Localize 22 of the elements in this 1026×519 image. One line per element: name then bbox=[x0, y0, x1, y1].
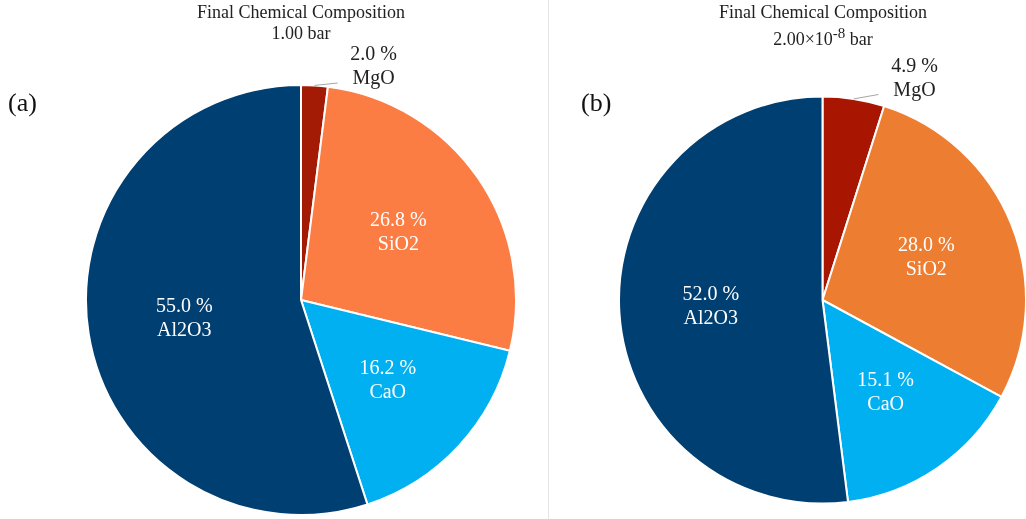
chart-title: Final Chemical Composition bbox=[719, 2, 927, 23]
data-label: 55.0 % bbox=[155, 293, 213, 316]
data-label: 26.8 % bbox=[370, 208, 427, 231]
slice-label: SiO2 bbox=[905, 257, 947, 280]
slice-label: MgO bbox=[893, 77, 936, 101]
slice-label: CaO bbox=[369, 379, 407, 402]
slice-label: Al2O3 bbox=[156, 317, 212, 340]
slice-label: CaO bbox=[867, 391, 905, 414]
slice-label: Al2O3 bbox=[683, 306, 739, 329]
text: (a) bbox=[8, 88, 37, 118]
slice-label: SiO2 bbox=[377, 232, 419, 255]
data-label: 28.0 % bbox=[897, 233, 955, 256]
chart-subtitle: 2.00×10$^{-8}$ bar bbox=[772, 24, 874, 50]
data-label: 16.2 % bbox=[359, 355, 417, 378]
data-label: 15.1 % bbox=[857, 367, 915, 390]
text: (b) bbox=[581, 88, 612, 118]
data-label: 52.0 % bbox=[682, 282, 740, 305]
data-label: 4.9 % bbox=[891, 53, 938, 76]
data-label: 2.0 % bbox=[350, 42, 397, 65]
chart-title: Final Chemical Composition bbox=[197, 2, 405, 23]
slice-label: MgO bbox=[352, 66, 395, 90]
chart-subtitle: 1.00 bar bbox=[270, 23, 332, 44]
